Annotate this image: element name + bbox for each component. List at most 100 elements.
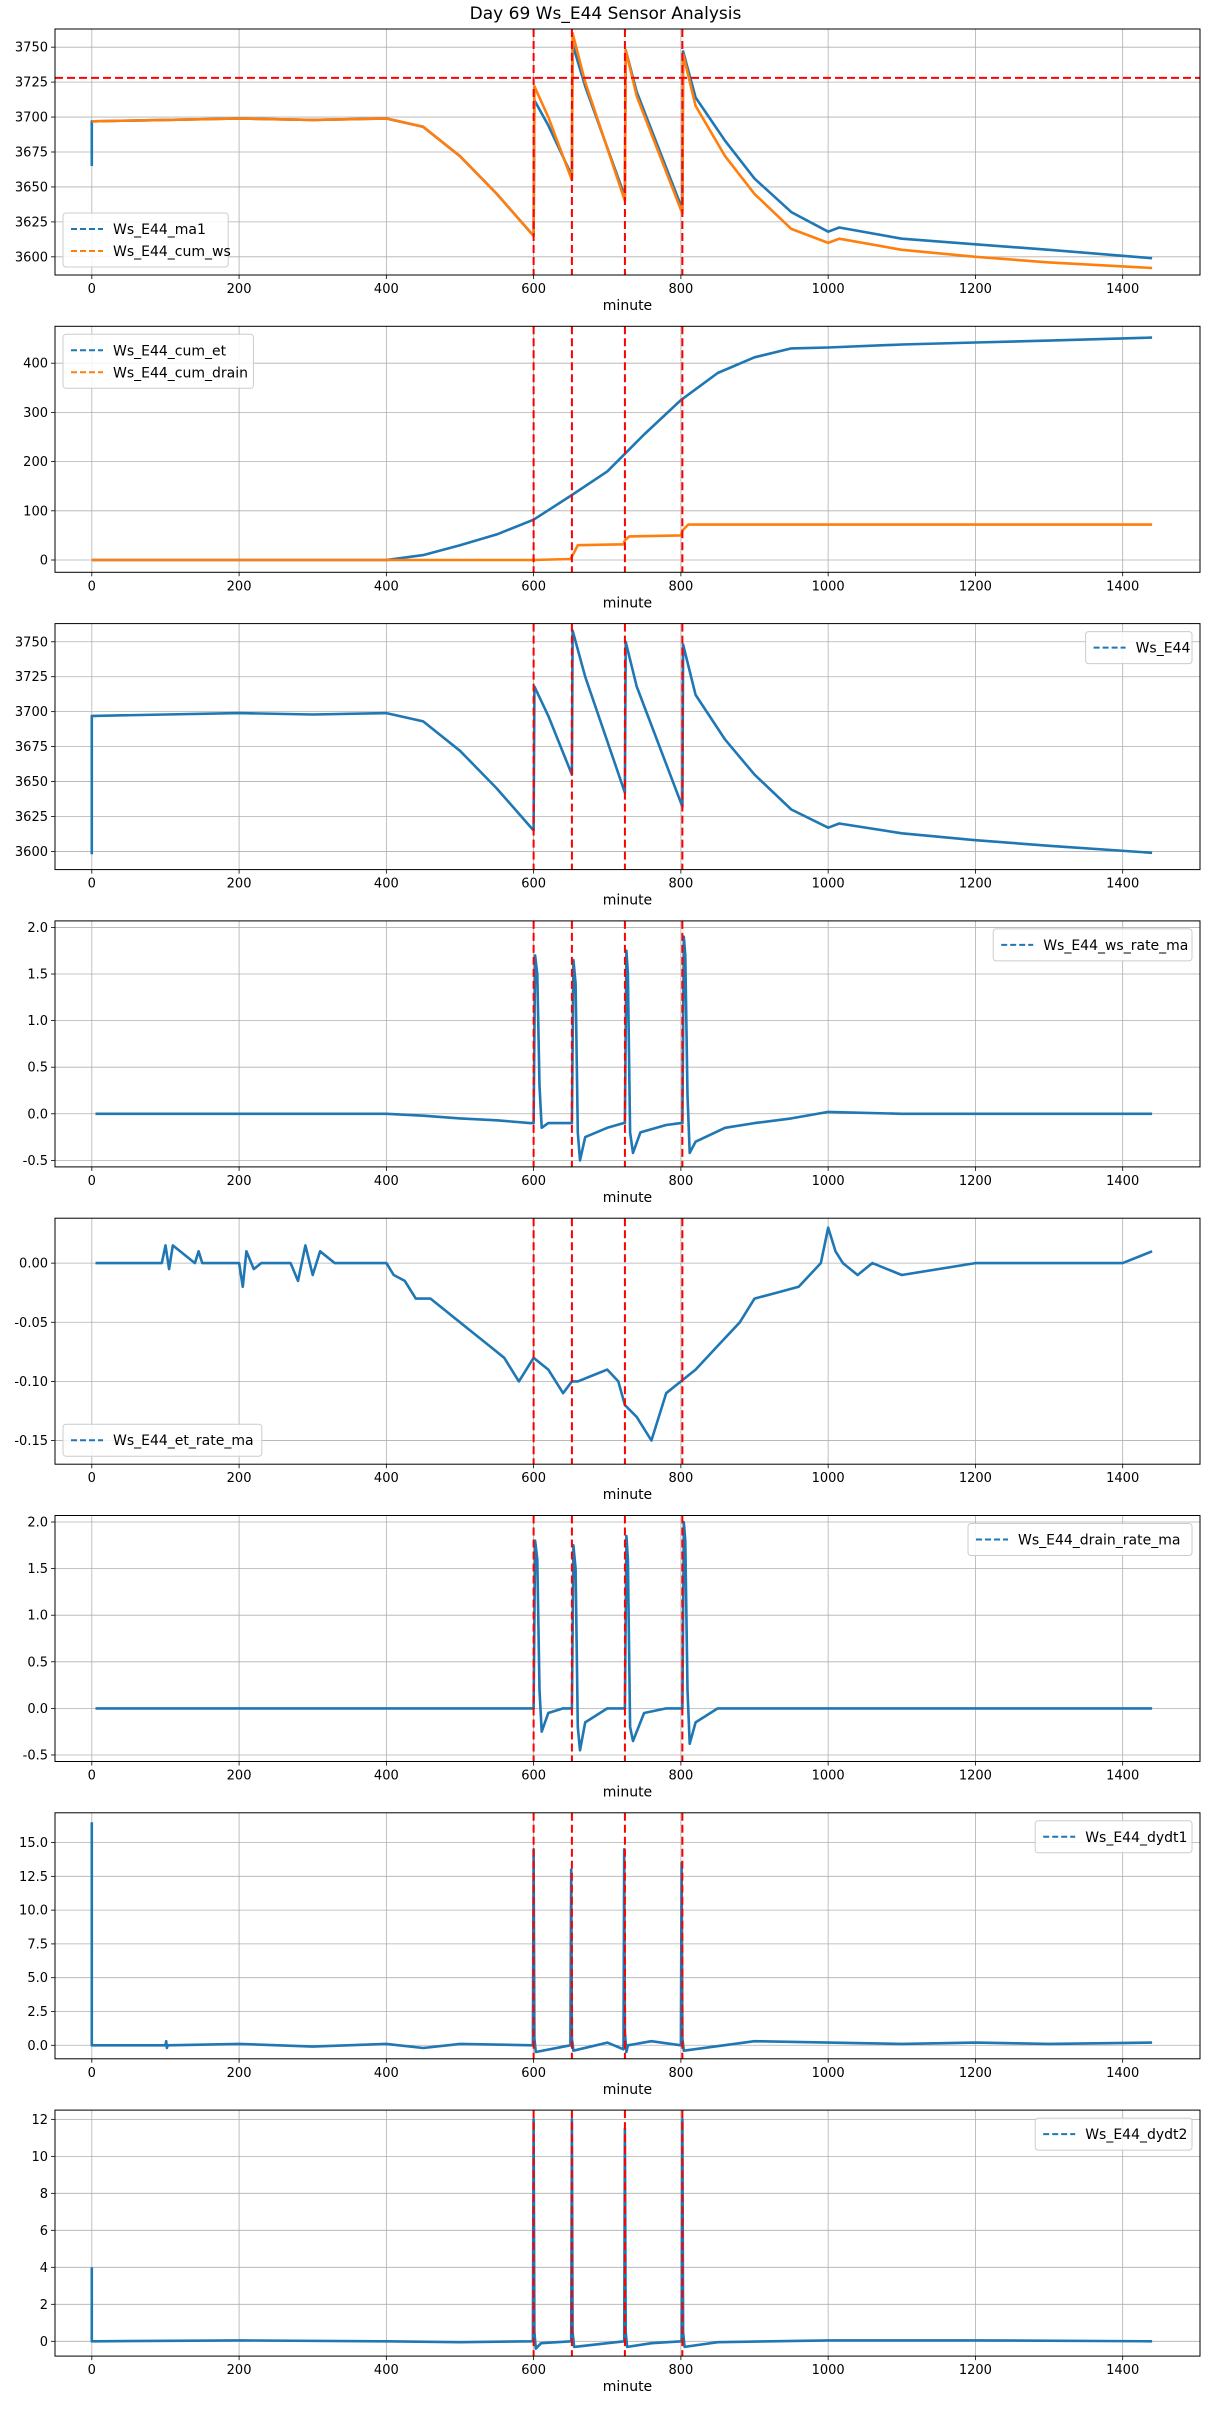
x-tick-label: 1400: [1106, 877, 1139, 892]
x-tick-label: 600: [521, 282, 546, 297]
series-line-Ws_E44_drain_rate_ma: [95, 1520, 1153, 1752]
legend-label: Ws_E44_cum_ws: [113, 244, 231, 260]
series-line-Ws_E44_cum_ws: [91, 31, 1153, 270]
axes-frame: [54, 2109, 1201, 2357]
legend-box: [1085, 631, 1193, 665]
x-tick-label: 800: [668, 877, 693, 892]
x-tick-label: 200: [227, 579, 252, 594]
x-tick-label: 0: [88, 1174, 96, 1189]
legend: Ws_E44: [1085, 631, 1193, 665]
x-tick-label: 1400: [1106, 1174, 1139, 1189]
y-tick-label: 2.0: [27, 1516, 48, 1531]
chart-panel-3: 0 200 400 600 800 1000 1200 1400 3600 3625 3650 367…: [15, 623, 1201, 909]
x-tick-label: 1400: [1106, 282, 1139, 297]
x-tick-label: 600: [521, 877, 546, 892]
y-tick-label: 6: [40, 2224, 48, 2239]
legend-box: [62, 212, 229, 268]
y-tick-label: 0: [40, 554, 48, 569]
y-tick-label: -0.10: [14, 1375, 48, 1390]
x-tick-label: 600: [521, 1174, 546, 1189]
y-tick-label: 7.5: [27, 1937, 48, 1952]
y-tick-label: 200: [23, 455, 48, 470]
y-tick-label: 10: [31, 2150, 48, 2165]
x-tick-label: 200: [227, 1471, 252, 1486]
y-tick-label: 2.0: [27, 921, 48, 936]
x-axis-label: minute: [603, 298, 652, 314]
axes-frame: [54, 1812, 1201, 2060]
x-tick-label: 800: [668, 282, 693, 297]
legend: Ws_E44_ma1 Ws_E44_cum_ws: [62, 212, 231, 268]
x-axis-label: minute: [603, 1190, 652, 1206]
axes-frame: [54, 623, 1201, 871]
x-tick-label: 1200: [959, 1174, 992, 1189]
y-tick-label: 0.0: [27, 1107, 48, 1122]
x-tick-label: 1200: [959, 1769, 992, 1784]
series-line-Ws_E44_cum_et: [91, 336, 1153, 562]
chart-panel-2: 0 200 400 600 800 1000 1200 1400 0 100 200 300 400 mi…: [23, 325, 1201, 611]
y-tick-label: 3650: [15, 775, 48, 790]
legend-label: Ws_E44_dydt1: [1085, 1830, 1187, 1846]
x-tick-label: 0: [88, 1769, 96, 1784]
y-tick-label: 100: [23, 504, 48, 519]
axes-frame: [54, 920, 1201, 1168]
x-tick-label: 200: [227, 1769, 252, 1784]
y-tick-label: 0.0: [27, 1702, 48, 1717]
y-tick-label: 1.5: [27, 1562, 48, 1577]
series-line-Ws_E44_cum_drain: [91, 523, 1153, 562]
x-tick-label: 200: [227, 2363, 252, 2378]
x-axis-label: minute: [603, 1785, 652, 1801]
x-tick-label: 400: [374, 2066, 399, 2081]
x-axis-label: minute: [603, 2379, 652, 2395]
x-tick-label: 400: [374, 1174, 399, 1189]
series-line-Ws_E44_ma1: [90, 43, 1153, 260]
y-tick-label: 10.0: [19, 1904, 48, 1919]
y-tick-label: 15.0: [19, 1836, 48, 1851]
chart-panel-7: 0 200 400 600 800 1000 1200 1400 0.0 2.5 5.0 7.5 10.…: [19, 1812, 1201, 2098]
legend: Ws_E44_ws_rate_ma: [992, 928, 1193, 962]
x-tick-label: 400: [374, 282, 399, 297]
x-tick-label: 800: [668, 1769, 693, 1784]
legend-box: [62, 333, 254, 389]
x-tick-label: 0: [88, 2066, 96, 2081]
y-tick-label: 1.5: [27, 968, 48, 983]
x-tick-label: 800: [668, 1471, 693, 1486]
y-tick-label: 0: [40, 2335, 48, 2350]
chart-panel-1: 0 200 400 600 800 1000 1200 1400 3600 3625 3650 367…: [15, 28, 1201, 314]
y-tick-label: 3625: [15, 215, 48, 230]
x-tick-label: 0: [88, 2363, 96, 2378]
legend-box: [1034, 2117, 1193, 2151]
y-tick-label: 4: [40, 2261, 48, 2276]
x-tick-label: 600: [521, 1471, 546, 1486]
legend: Ws_E44_cum_et Ws_E44_cum_drain: [62, 333, 254, 389]
axes-frame: [54, 1515, 1201, 1762]
y-tick-label: 3600: [15, 250, 48, 265]
x-tick-label: 600: [521, 1769, 546, 1784]
x-axis-label: minute: [603, 595, 652, 611]
x-tick-label: 1000: [812, 877, 845, 892]
x-tick-label: 200: [227, 282, 252, 297]
y-tick-label: -0.05: [14, 1316, 48, 1331]
x-tick-label: 1000: [812, 2363, 845, 2378]
x-tick-label: 800: [668, 579, 693, 594]
y-tick-label: 3650: [15, 180, 48, 195]
x-tick-label: 0: [88, 579, 96, 594]
x-tick-label: 1400: [1106, 2363, 1139, 2378]
legend-label: Ws_E44_ws_rate_ma: [1043, 938, 1188, 954]
y-tick-label: -0.5: [23, 1154, 48, 1169]
x-tick-label: 400: [374, 2363, 399, 2378]
legend: Ws_E44_dydt2: [1034, 2117, 1193, 2151]
x-tick-label: 400: [374, 877, 399, 892]
legend-label: Ws_E44_ma1: [113, 222, 206, 238]
x-tick-label: 400: [374, 579, 399, 594]
y-tick-label: 0.5: [27, 1655, 48, 1670]
chart-panel-5: 0 200 400 600 800 1000 1200 1400 -0.15 -0.10 -0.05…: [14, 1217, 1201, 1503]
chart-panel-6: 0 200 400 600 800 1000 1200 1400 -0.5 0.0 0.5 1.0 1.…: [23, 1515, 1201, 1801]
y-tick-label: 12.5: [19, 1870, 48, 1885]
x-tick-label: 1000: [812, 282, 845, 297]
x-tick-label: 600: [521, 2363, 546, 2378]
x-tick-label: 600: [521, 579, 546, 594]
y-tick-label: 400: [23, 357, 48, 372]
y-tick-label: 3750: [15, 41, 48, 56]
axes-frame: [54, 325, 1201, 573]
